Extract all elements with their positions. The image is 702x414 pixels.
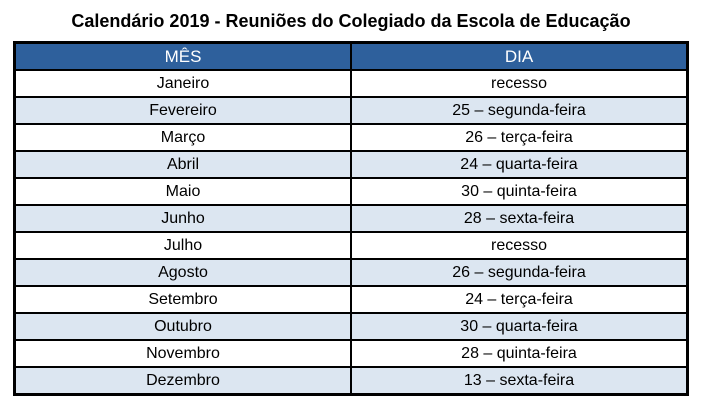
page-title: Calendário 2019 - Reuniões do Colegiado … bbox=[71, 11, 631, 31]
cell-mes: Março bbox=[13, 123, 352, 152]
cell-mes: Junho bbox=[13, 204, 352, 233]
meetings-table: MÊS DIA Janeiro recesso Fevereiro 25 – s… bbox=[13, 41, 689, 396]
table-header-row: MÊS DIA bbox=[13, 41, 689, 71]
cell-dia: 30 – quarta-feira bbox=[350, 312, 689, 341]
table-row: Maio 30 – quinta-feira bbox=[13, 177, 689, 206]
cell-mes: Julho bbox=[13, 231, 352, 260]
cell-dia: 25 – segunda-feira bbox=[350, 96, 689, 125]
cell-mes: Janeiro bbox=[13, 69, 352, 98]
cell-mes: Dezembro bbox=[13, 366, 352, 396]
table-row: Novembro 28 – quinta-feira bbox=[13, 339, 689, 368]
cell-dia: 28 – sexta-feira bbox=[350, 204, 689, 233]
table-row: Dezembro 13 – sexta-feira bbox=[13, 366, 689, 396]
cell-mes: Fevereiro bbox=[13, 96, 352, 125]
cell-dia: recesso bbox=[350, 69, 689, 98]
table-row: Junho 28 – sexta-feira bbox=[13, 204, 689, 233]
table-row: Julho recesso bbox=[13, 231, 689, 260]
column-header-dia: DIA bbox=[350, 41, 689, 71]
column-header-mes: MÊS bbox=[13, 41, 352, 71]
table-row: Agosto 26 – segunda-feira bbox=[13, 258, 689, 287]
cell-dia: 26 – segunda-feira bbox=[350, 258, 689, 287]
cell-mes: Setembro bbox=[13, 285, 352, 314]
cell-dia: 30 – quinta-feira bbox=[350, 177, 689, 206]
cell-dia: 13 – sexta-feira bbox=[350, 366, 689, 396]
cell-mes: Abril bbox=[13, 150, 352, 179]
cell-dia: 24 – terça-feira bbox=[350, 285, 689, 314]
cell-mes: Outubro bbox=[13, 312, 352, 341]
table-row: Outubro 30 – quarta-feira bbox=[13, 312, 689, 341]
cell-dia: 24 – quarta-feira bbox=[350, 150, 689, 179]
cell-mes: Agosto bbox=[13, 258, 352, 287]
cell-dia: 28 – quinta-feira bbox=[350, 339, 689, 368]
table-row: Abril 24 – quarta-feira bbox=[13, 150, 689, 179]
table-row: Janeiro recesso bbox=[13, 69, 689, 98]
table-row: Setembro 24 – terça-feira bbox=[13, 285, 689, 314]
cell-dia: recesso bbox=[350, 231, 689, 260]
cell-dia: 26 – terça-feira bbox=[350, 123, 689, 152]
table-row: Março 26 – terça-feira bbox=[13, 123, 689, 152]
table-row: Fevereiro 25 – segunda-feira bbox=[13, 96, 689, 125]
cell-mes: Novembro bbox=[13, 339, 352, 368]
cell-mes: Maio bbox=[13, 177, 352, 206]
